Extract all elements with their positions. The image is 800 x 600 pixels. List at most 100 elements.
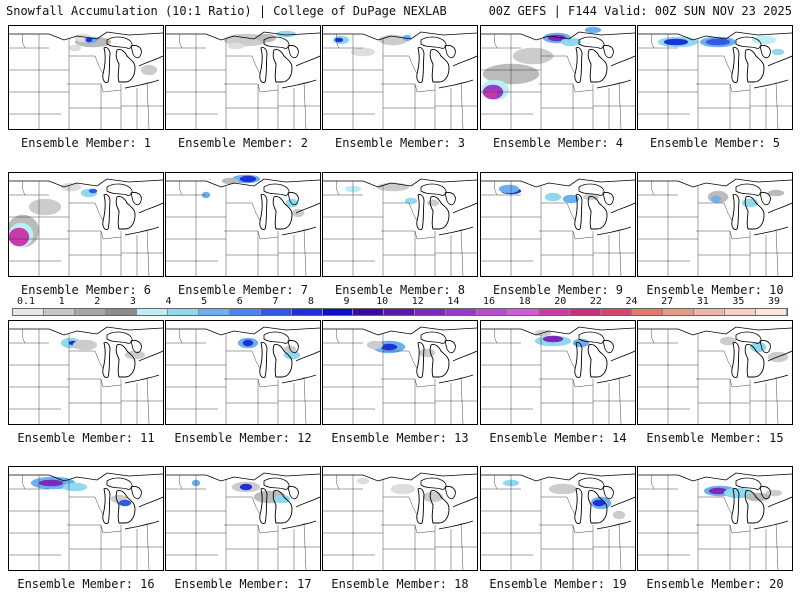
legend-color-cell bbox=[198, 309, 230, 315]
legend-color-cell bbox=[693, 309, 725, 315]
snowfall-map-svg bbox=[481, 178, 635, 276]
ensemble-member-map bbox=[8, 320, 164, 425]
legend-tick-label: 1 bbox=[58, 296, 65, 307]
ensemble-member-map bbox=[637, 466, 793, 571]
legend-color-cell bbox=[74, 309, 106, 315]
legend-tick-label: 14 bbox=[447, 296, 460, 307]
ensemble-member-map bbox=[165, 172, 321, 277]
legend-tick-label: 2 bbox=[94, 296, 101, 307]
snowfall-map-svg bbox=[166, 174, 320, 276]
legend-tick-label: 18 bbox=[518, 296, 531, 307]
ensemble-member-label: Ensemble Member: 14 bbox=[489, 431, 627, 445]
legend-color-cell bbox=[601, 309, 633, 315]
legend-color-cell bbox=[353, 309, 385, 315]
legend-tick-label: 24 bbox=[625, 296, 638, 307]
ensemble-member-map bbox=[480, 320, 636, 425]
legend-tick-label: 22 bbox=[589, 296, 602, 307]
ensemble-member-label: Ensemble Member: 12 bbox=[174, 431, 312, 445]
ensemble-member-label: Ensemble Member: 13 bbox=[331, 431, 469, 445]
ensemble-member-label: Ensemble Member: 20 bbox=[646, 577, 784, 591]
ensemble-member-label: Ensemble Member: 2 bbox=[177, 136, 309, 150]
snowfall-map-svg bbox=[9, 178, 163, 276]
snowfall-map-svg bbox=[323, 31, 477, 129]
legend-color-cell bbox=[755, 309, 787, 315]
ensemble-member-label: Ensemble Member: 11 bbox=[17, 431, 155, 445]
legend-color-cell bbox=[322, 309, 354, 315]
snowfall-map-svg bbox=[166, 30, 320, 129]
legend-color-cell bbox=[508, 309, 540, 315]
legend-tick-label: 6 bbox=[236, 296, 243, 307]
ensemble-member-label: Ensemble Member: 15 bbox=[646, 431, 784, 445]
ensemble-member-label: Ensemble Member: 9 bbox=[492, 283, 624, 297]
legend-color-cell bbox=[260, 309, 292, 315]
ensemble-member-map bbox=[480, 466, 636, 571]
legend-tick-label: 16 bbox=[483, 296, 496, 307]
legend-color-bar bbox=[12, 308, 788, 316]
ensemble-member-map bbox=[8, 172, 164, 277]
legend-color-cell bbox=[446, 309, 478, 315]
legend-color-cell bbox=[13, 309, 44, 315]
ensemble-member-label: Ensemble Member: 4 bbox=[492, 136, 624, 150]
ensemble-member-map bbox=[322, 25, 478, 130]
legend-tick-label: 5 bbox=[201, 296, 208, 307]
snowfall-map-svg bbox=[481, 26, 635, 129]
ensemble-member-label: Ensemble Member: 17 bbox=[174, 577, 312, 591]
snowfall-map-svg bbox=[9, 31, 163, 129]
ensemble-member-label: Ensemble Member: 8 bbox=[334, 283, 466, 297]
legend-color-cell bbox=[136, 309, 168, 315]
ensemble-member-map bbox=[480, 172, 636, 277]
ensemble-member-label: Ensemble Member: 19 bbox=[489, 577, 627, 591]
snowfall-map-svg bbox=[9, 472, 163, 570]
snowfall-map-svg bbox=[9, 326, 163, 424]
legend-color-cell bbox=[663, 309, 694, 315]
ensemble-member-map bbox=[322, 320, 478, 425]
ensemble-member-label: Ensemble Member: 16 bbox=[17, 577, 155, 591]
legend-tick-label: 39 bbox=[767, 296, 781, 307]
legend-tick-label: 31 bbox=[696, 296, 709, 307]
snowfall-map-svg bbox=[638, 178, 792, 276]
ensemble-member-label: Ensemble Member: 3 bbox=[334, 136, 466, 150]
model-run-info: 00Z GEFS | F144 Valid: 00Z SUN NOV 23 20… bbox=[488, 4, 792, 18]
legend-tick-label: 9 bbox=[343, 296, 350, 307]
snowfall-map-svg bbox=[166, 326, 320, 424]
snowfall-map-svg bbox=[323, 326, 477, 424]
snowfall-map-svg bbox=[638, 472, 792, 570]
legend-color-cell bbox=[291, 309, 323, 315]
legend-tick-label: 3 bbox=[129, 296, 136, 307]
ensemble-member-map bbox=[637, 320, 793, 425]
snowfall-map-svg bbox=[323, 178, 477, 276]
ensemble-member-map bbox=[165, 320, 321, 425]
ensemble-member-map bbox=[8, 466, 164, 571]
legend-color-cell bbox=[43, 309, 75, 315]
legend-color-cell bbox=[632, 309, 664, 315]
ensemble-member-label: Ensemble Member: 10 bbox=[646, 283, 784, 297]
map-title: Snowfall Accumulation (10:1 Ratio) | Col… bbox=[6, 4, 447, 18]
legend-tick-label: 35 bbox=[732, 296, 745, 307]
legend-color-cell bbox=[539, 309, 571, 315]
color-legend: 0.1 1 2 3 4 5 6 7 8 9 10 12 14 16 18 20 22 24 27 31 35 39 bbox=[12, 296, 788, 318]
snowfall-map-svg bbox=[638, 326, 792, 424]
legend-color-cell bbox=[105, 309, 137, 315]
ensemble-member-label: Ensemble Member: 7 bbox=[177, 283, 309, 297]
ensemble-member-map bbox=[8, 25, 164, 130]
ensemble-member-map bbox=[637, 25, 793, 130]
ensemble-member-map bbox=[637, 172, 793, 277]
ensemble-member-label: Ensemble Member: 5 bbox=[649, 136, 781, 150]
legend-tick-label: 4 bbox=[165, 296, 172, 307]
legend-tick-label: 8 bbox=[307, 296, 314, 307]
legend-color-cell bbox=[724, 309, 756, 315]
legend-tick-label: 20 bbox=[554, 296, 567, 307]
snowfall-map-svg bbox=[481, 326, 635, 424]
snowfall-map-svg bbox=[638, 31, 792, 129]
ensemble-member-map bbox=[480, 25, 636, 130]
ensemble-member-map bbox=[322, 172, 478, 277]
ensemble-member-map bbox=[322, 466, 478, 571]
snowfall-map-svg bbox=[166, 472, 320, 570]
legend-color-cell bbox=[570, 309, 602, 315]
snowfall-map-svg bbox=[323, 472, 477, 570]
legend-tick-label: 12 bbox=[411, 296, 424, 307]
legend-color-cell bbox=[477, 309, 509, 315]
legend-color-cell bbox=[167, 309, 199, 315]
legend-color-cell bbox=[229, 309, 261, 315]
legend-tick-label: 10 bbox=[376, 296, 389, 307]
